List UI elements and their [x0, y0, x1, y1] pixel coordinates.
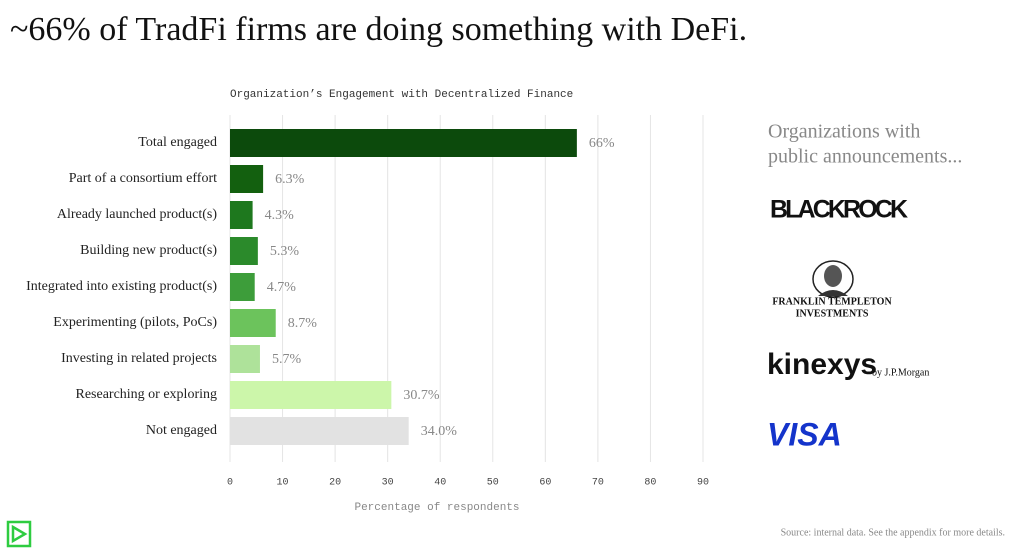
bar [230, 237, 258, 265]
category-label: Researching or exploring [75, 387, 217, 402]
franklin-logo: INVESTMENTS [796, 308, 869, 319]
bar [230, 201, 253, 229]
franklin-logo: FRANKLIN TEMPLETON [772, 296, 892, 307]
x-tick-label: 40 [434, 478, 446, 489]
x-tick-label: 10 [277, 478, 289, 489]
side-heading: public announcements... [768, 146, 962, 168]
bar [230, 417, 409, 445]
x-tick-label: 30 [382, 478, 394, 489]
x-tick-label: 50 [487, 478, 499, 489]
bar [230, 345, 260, 373]
x-tick-label: 80 [644, 478, 656, 489]
visa-logo: VISA [767, 416, 842, 452]
bar [230, 381, 392, 409]
chart: 0 10 20 30 40 50 60 70 80 90 Total engaged 66% Part … [26, 115, 709, 489]
bar [230, 309, 276, 337]
value-label: 4.3% [265, 208, 295, 223]
x-tick-label: 20 [329, 478, 341, 489]
category-label: Total engaged [138, 135, 217, 150]
kinexys-logo: kinexys [767, 348, 877, 381]
value-label: 30.7% [403, 388, 440, 403]
category-label: Integrated into existing product(s) [26, 279, 217, 294]
category-label: Experimenting (pilots, PoCs) [53, 315, 217, 330]
bar [230, 273, 255, 301]
x-tick-label: 90 [697, 478, 709, 489]
headline: ~66% of TradFi firms are doing something… [10, 11, 747, 48]
value-label: 5.3% [270, 244, 300, 259]
blackrock-logo: BLACKROCK [770, 196, 908, 224]
x-axis-label: Percentage of respondents [354, 502, 519, 514]
category-label: Investing in related projects [61, 351, 217, 366]
x-tick-label: 60 [539, 478, 551, 489]
bar [230, 129, 577, 157]
franklin-portrait [812, 260, 854, 298]
brand-icon [6, 520, 32, 548]
value-label: 4.7% [267, 280, 297, 295]
bar [230, 165, 264, 193]
value-label: 66% [589, 136, 615, 151]
value-label: 5.7% [272, 352, 302, 367]
chart-title: Organization’s Engagement with Decentral… [230, 89, 573, 101]
x-tick-label: 0 [227, 478, 233, 489]
category-label: Building new product(s) [80, 243, 217, 258]
category-label: Not engaged [146, 423, 217, 438]
source-note: Source: internal data. See the appendix … [781, 527, 1005, 538]
category-label: Part of a consortium effort [69, 171, 217, 186]
value-label: 34.0% [421, 424, 458, 439]
value-label: 6.3% [275, 172, 305, 187]
value-label: 8.7% [288, 316, 318, 331]
side-heading: Organizations with [768, 121, 920, 143]
category-label: Already launched product(s) [57, 207, 217, 222]
x-tick-label: 70 [592, 478, 604, 489]
jpmorgan-logo: by J.P.Morgan [872, 367, 929, 378]
